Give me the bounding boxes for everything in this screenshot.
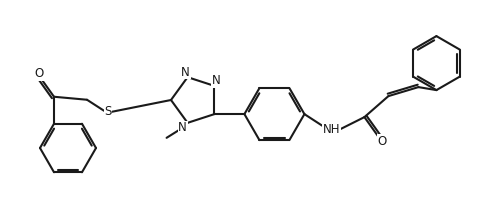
Text: N: N xyxy=(178,121,187,134)
Text: S: S xyxy=(104,105,112,118)
Text: N: N xyxy=(212,74,221,87)
Text: O: O xyxy=(378,135,387,148)
Text: NH: NH xyxy=(323,123,340,136)
Text: O: O xyxy=(34,67,43,80)
Text: N: N xyxy=(181,66,190,79)
